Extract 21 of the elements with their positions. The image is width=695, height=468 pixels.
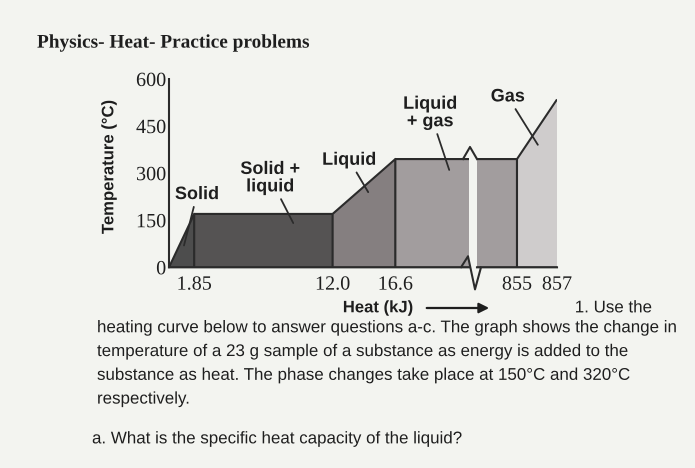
y-tick-label: 300 xyxy=(136,166,166,180)
y-tick-label: 450 xyxy=(136,120,166,134)
x-tick-label: 12.0 xyxy=(316,276,350,290)
series-label: Liquid + gas xyxy=(404,96,456,130)
text: 1. Use the xyxy=(576,300,652,313)
x-tick-label: 855 xyxy=(502,276,532,290)
series-label: Liquid xyxy=(323,152,376,169)
x-tick-label: 857 xyxy=(542,276,572,290)
series-label: Solid xyxy=(175,186,218,200)
y-tick-label: 0 xyxy=(156,260,166,274)
y-axis-title: Temperature (°C) xyxy=(101,100,117,234)
x-axis-title: Heat (kJ) xyxy=(344,300,412,316)
chart-title: Physics- Heat- Practice problems xyxy=(37,34,310,52)
y-tick-label: 150 xyxy=(138,214,166,228)
text: a. What is the specific heat capacity of the liquid? xyxy=(92,431,462,447)
text: heating curve below to answer questions a-c. The graph shows the change in temperature of a 23 g sample of a substance as energy is added to the substance as heat. The phase changes take place at 150°C and 320°C respectively. xyxy=(97,320,676,408)
series-label: Solid + liquid xyxy=(240,160,300,196)
y-tick-label: 600 xyxy=(136,72,166,86)
series-label: Gas xyxy=(491,88,524,102)
x-tick-label: 1.85 xyxy=(178,276,212,290)
x-tick-label: 16.6 xyxy=(380,276,412,290)
